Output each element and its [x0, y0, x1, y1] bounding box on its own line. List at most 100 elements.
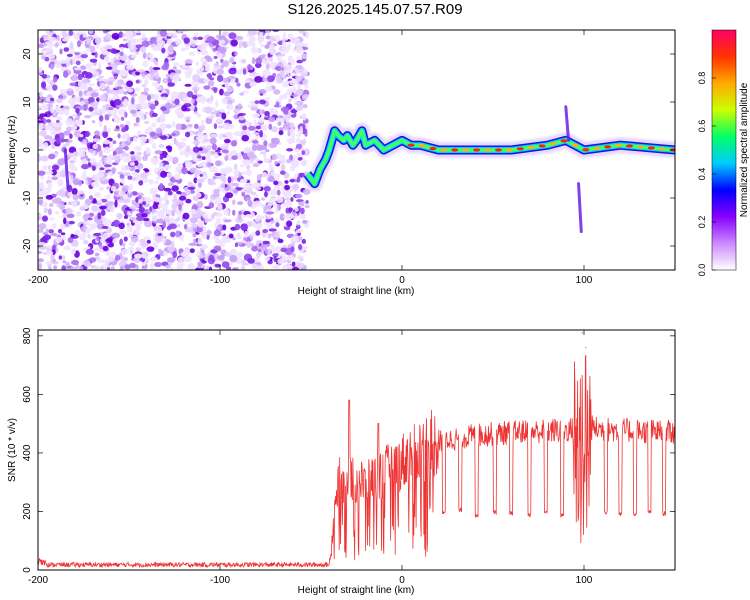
noise-blob: [171, 202, 178, 211]
noise-blob: [38, 125, 45, 130]
noise-blob: [146, 239, 151, 244]
noise-blob: [199, 267, 204, 270]
noise-blob: [49, 61, 55, 65]
noise-blob: [159, 197, 167, 201]
noise-blob: [201, 51, 206, 56]
noise-blob: [94, 252, 100, 257]
noise-blob: [218, 109, 226, 113]
noise-blob: [164, 102, 172, 109]
noise-blob: [95, 109, 101, 114]
noise-blob: [254, 76, 263, 83]
noise-blob: [101, 217, 109, 223]
noise-blob: [142, 201, 147, 206]
noise-region: [38, 30, 311, 270]
noise-blob: [159, 30, 167, 37]
colorbar-gradient: [712, 30, 736, 270]
noise-blob: [244, 197, 251, 201]
ridge-core: [604, 145, 612, 149]
noise-blob: [229, 57, 235, 64]
noise-blob: [196, 113, 202, 118]
noise-blob: [286, 255, 295, 261]
noise-blob: [108, 107, 114, 111]
noise-blob: [46, 30, 51, 37]
noise-blob: [251, 106, 259, 111]
noise-blob: [250, 243, 255, 248]
noise-blob: [63, 47, 70, 52]
noise-blob: [289, 122, 295, 130]
noise-blob: [270, 220, 276, 224]
noise-blob: [101, 50, 110, 56]
noise-blob: [192, 140, 201, 145]
noise-blob: [280, 157, 286, 164]
noise-blob: [126, 225, 134, 233]
noise-blob: [119, 46, 125, 51]
noise-blob: [290, 109, 298, 114]
noise-blob: [280, 247, 288, 253]
ridge-core: [484, 148, 492, 152]
noise-blob: [56, 138, 60, 145]
noise-blob: [260, 245, 268, 252]
noise-blob: [123, 236, 128, 242]
noise-blob: [99, 94, 107, 102]
noise-blob: [192, 74, 201, 82]
noise-blob: [61, 255, 66, 260]
noise-blob: [286, 158, 292, 164]
noise-blob: [61, 265, 67, 270]
noise-blob: [290, 160, 300, 168]
noise-blob: [189, 189, 196, 194]
noise-blob: [273, 184, 281, 190]
noise-blob: [56, 116, 63, 121]
noise-blob: [159, 117, 165, 123]
noise-blob: [122, 152, 129, 157]
noise-blob: [55, 236, 63, 243]
noise-blob: [189, 131, 194, 137]
noise-blob: [222, 77, 229, 84]
noise-blob: [275, 65, 282, 72]
noise-blob: [236, 232, 241, 239]
noise-blob: [242, 68, 247, 75]
noise-blob: [255, 134, 259, 140]
noise-blob: [201, 148, 209, 154]
noise-blob: [155, 85, 163, 91]
ridge-core: [473, 148, 481, 152]
noise-blob: [232, 267, 238, 270]
noise-blob: [181, 64, 189, 69]
noise-blob: [129, 248, 134, 255]
noise-blob: [188, 226, 194, 232]
noise-blob: [144, 169, 150, 173]
noise-blob: [135, 247, 141, 252]
noise-blob: [233, 168, 240, 176]
noise-blob: [268, 116, 276, 123]
noise-blob: [227, 176, 232, 184]
noise-blob: [203, 138, 211, 142]
noise-blob: [129, 205, 137, 210]
noise-blob: [55, 210, 60, 215]
noise-blob: [115, 86, 123, 90]
noise-blob: [152, 67, 161, 71]
noise-blob: [64, 109, 70, 117]
colorbar-ticks: 0.0 0.2 0.4 0.6 0.8: [697, 72, 716, 276]
noise-blob: [112, 113, 118, 117]
noise-blob: [75, 108, 80, 114]
noise-blob: [141, 242, 149, 247]
noise-blob: [57, 40, 63, 46]
noise-blob: [271, 126, 279, 133]
noise-blob: [191, 153, 198, 161]
noise-blob: [106, 266, 111, 270]
noise-blob: [150, 157, 159, 165]
noise-blob: [78, 150, 86, 158]
noise-blob: [296, 176, 301, 183]
noise-blob: [40, 155, 49, 162]
noise-blob: [140, 171, 148, 179]
noise-blob: [43, 35, 49, 39]
noise-blob: [79, 65, 87, 70]
noise-blob: [45, 228, 49, 233]
noise-blob: [214, 149, 221, 153]
noise-blob: [175, 168, 180, 172]
noise-blob: [271, 137, 275, 144]
noise-blob: [291, 235, 300, 243]
noise-blob: [159, 123, 168, 129]
noise-blob: [133, 253, 143, 259]
noise-blob: [183, 223, 188, 230]
